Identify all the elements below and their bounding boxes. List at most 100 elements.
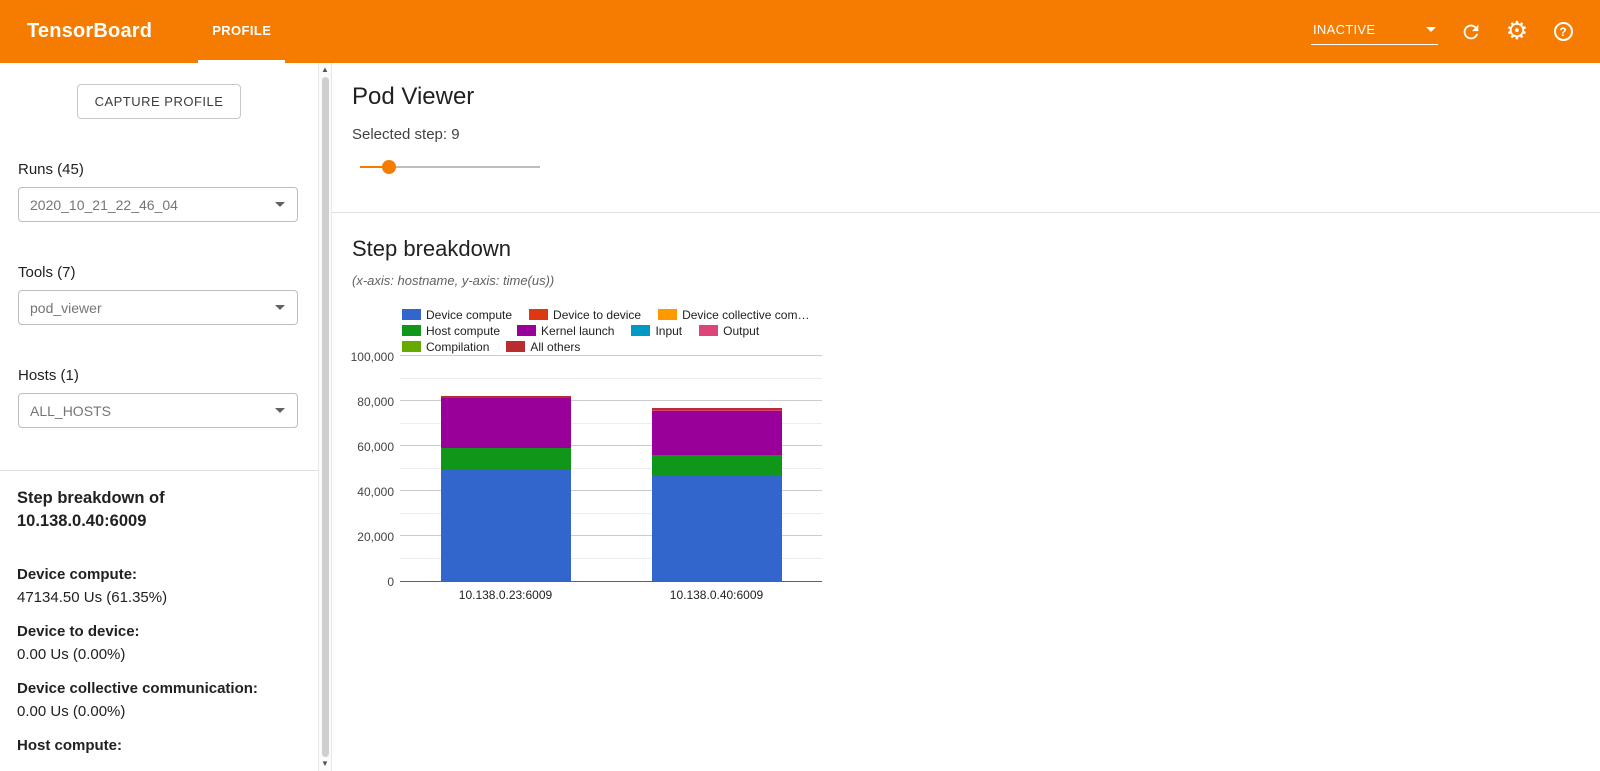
- stat-label: Device to device:: [17, 623, 140, 640]
- legend-label: Device compute: [426, 307, 513, 322]
- gridline: [400, 400, 822, 401]
- hosts-select-value: ALL_HOSTS: [30, 402, 111, 419]
- bar-segment[interactable]: [440, 469, 571, 581]
- legend-swatch: [402, 341, 421, 352]
- help-icon: ?: [1553, 22, 1573, 41]
- main-divider: [332, 212, 1600, 213]
- sidebar-divider: [0, 470, 318, 471]
- hosts-select[interactable]: ALL_HOSTS: [18, 393, 298, 428]
- x-axis-tick-label: 10.138.0.23:6009: [458, 588, 553, 602]
- settings-button[interactable]: ⚙: [1504, 19, 1530, 45]
- gear-icon: ⚙: [1505, 17, 1529, 45]
- bar-segment[interactable]: [651, 474, 782, 581]
- bar-segment[interactable]: [651, 411, 782, 455]
- legend-label: Device collective com…: [682, 307, 810, 322]
- y-axis-tick-label: 60,000: [357, 440, 394, 454]
- run-status-value: INACTIVE: [1313, 22, 1376, 37]
- legend-swatch: [506, 341, 526, 352]
- legend-label: Host compute: [426, 323, 501, 338]
- bar-segment[interactable]: [651, 410, 782, 412]
- chevron-down-icon: [275, 305, 285, 310]
- scroll-up-icon[interactable]: ▲: [321, 65, 329, 74]
- legend-label: All others: [530, 339, 581, 354]
- tools-select[interactable]: pod_viewer: [18, 290, 298, 325]
- tools-label: Tools (7): [18, 264, 76, 281]
- bar-segment[interactable]: [440, 396, 571, 399]
- legend-row: Compilation All others: [402, 339, 1600, 354]
- legend-label: Compilation: [426, 339, 490, 354]
- stacked-bar[interactable]: [651, 408, 782, 581]
- gridline: [400, 512, 822, 514]
- slider-thumb[interactable]: [381, 160, 396, 174]
- legend-row: Host compute Kernel launch Input Output: [402, 323, 1600, 338]
- y-axis-tick-label: 80,000: [357, 395, 394, 409]
- tab-profile[interactable]: PROFILE: [198, 0, 286, 63]
- legend-swatch: [699, 325, 719, 336]
- run-status-select[interactable]: INACTIVE: [1311, 18, 1438, 45]
- y-axis-tick-label: 100,000: [350, 350, 394, 364]
- bar-segment[interactable]: [651, 454, 782, 475]
- help-button[interactable]: ?: [1550, 19, 1576, 45]
- main-content: Pod Viewer Selected step: 9 Step breakdo…: [332, 63, 1600, 771]
- gridline: [400, 535, 822, 536]
- scrollbar-thumb[interactable]: [321, 77, 329, 757]
- gridline: [400, 422, 822, 424]
- stat-host-compute: Host compute:: [17, 736, 318, 756]
- y-axis-tick-label: 40,000: [357, 485, 394, 499]
- runs-select-value: 2020_10_21_22_46_04: [30, 196, 178, 213]
- refresh-button[interactable]: [1458, 19, 1484, 45]
- selected-step-label: Selected step: 9: [352, 126, 460, 143]
- chart-legend: Device compute Device to device Device col…: [402, 307, 1600, 354]
- legend-swatch: [658, 309, 678, 320]
- stat-label: Host compute:: [17, 737, 122, 754]
- legend-label: Device to device: [553, 307, 642, 322]
- capture-profile-button[interactable]: CAPTURE PROFILE: [76, 84, 242, 119]
- y-axis-tick-label: 20,000: [357, 530, 394, 544]
- stacked-bar[interactable]: [440, 396, 571, 581]
- chevron-down-icon: [275, 408, 285, 413]
- legend-swatch: [402, 325, 421, 336]
- app-title: TensorBoard: [27, 20, 153, 42]
- chart-xlabels: 10.138.0.23:6009 10.138.0.40:6009: [400, 588, 822, 604]
- gridline: [400, 445, 822, 446]
- breakdown-title: Step breakdown of 10.138.0.40:6009: [17, 487, 318, 533]
- chart-plot: [400, 355, 822, 582]
- bar-segment[interactable]: [440, 448, 571, 470]
- runs-select[interactable]: 2020_10_21_22_46_04: [18, 187, 298, 222]
- chevron-down-icon: [1426, 27, 1436, 32]
- stat-device-compute: Device compute: 47134.50 Us (61.35%): [17, 565, 318, 608]
- gridline: [400, 377, 822, 379]
- sidebar: CAPTURE PROFILE Runs (45) 2020_10_21_22_…: [0, 63, 318, 771]
- bar-segment[interactable]: [651, 408, 782, 411]
- legend-item: Compilation: [402, 340, 489, 354]
- page-title: Pod Viewer: [352, 83, 475, 110]
- legend-swatch: [631, 325, 651, 336]
- legend-label: Input: [655, 323, 683, 338]
- stat-value: 0.00 Us (0.00%): [17, 646, 126, 663]
- chevron-down-icon: [275, 202, 285, 207]
- gridline: [400, 467, 822, 469]
- legend-item: Device collective com…: [658, 308, 809, 322]
- legend-label: Kernel launch: [541, 323, 615, 338]
- bar-segment[interactable]: [440, 398, 571, 449]
- refresh-icon: [1463, 24, 1479, 39]
- legend-item: Input: [631, 324, 682, 338]
- breakdown-title-line2: 10.138.0.40:6009: [17, 512, 147, 530]
- step-slider[interactable]: [360, 160, 540, 174]
- slider-track[interactable]: [360, 166, 540, 168]
- stat-label: Device collective communication:: [17, 680, 258, 697]
- slider-fill: [360, 166, 389, 168]
- axis-note: (x-axis: hostname, y-axis: time(us)): [352, 273, 555, 288]
- sidebar-scrollbar[interactable]: ▲ ▼: [318, 63, 332, 771]
- x-axis-tick-label: 10.138.0.40:6009: [669, 588, 764, 602]
- legend-label: Output: [723, 323, 760, 338]
- step-breakdown-chart: Device compute Device to device Device col…: [350, 307, 1600, 604]
- legend-item: Host compute: [402, 324, 500, 338]
- legend-item: Kernel launch: [517, 324, 614, 338]
- section-title: Step breakdown: [352, 236, 511, 261]
- legend-swatch: [529, 309, 549, 320]
- scroll-down-icon[interactable]: ▼: [321, 759, 329, 768]
- stat-device-collective: Device collective communication: 0.00 Us…: [17, 679, 318, 722]
- breakdown-title-line1: Step breakdown of: [17, 489, 165, 507]
- legend-item: Output: [699, 324, 759, 338]
